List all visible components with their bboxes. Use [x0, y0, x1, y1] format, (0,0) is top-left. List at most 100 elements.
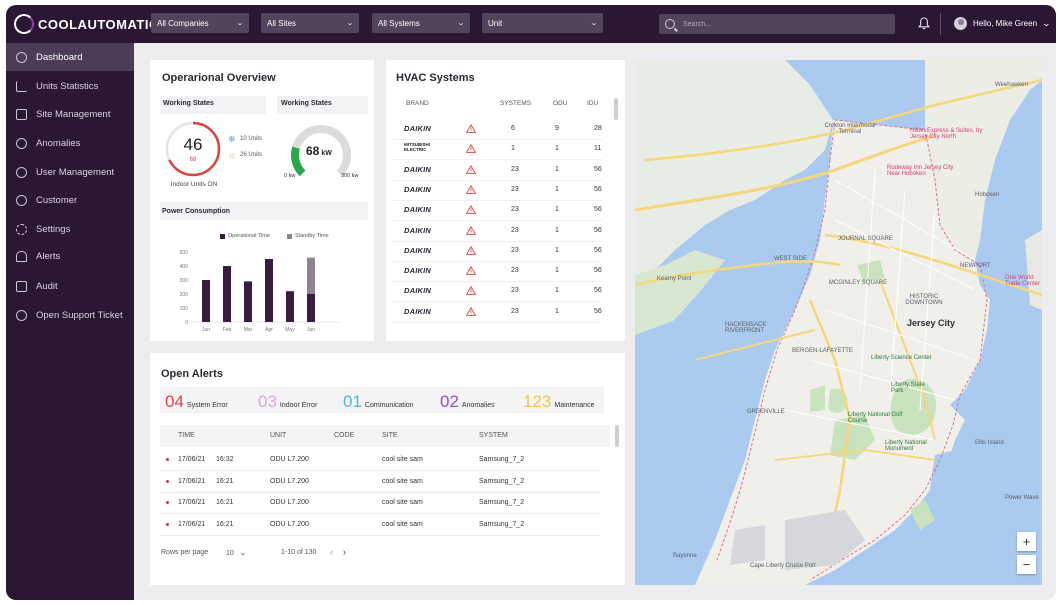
bar-operational[interactable] [307, 294, 315, 322]
hvac-row[interactable]: DAIKIN 23 1 56 [392, 303, 602, 323]
alert-summary-item[interactable]: 02 Anomalies [440, 392, 495, 412]
top-bar: COOLAUTOMATION All Companies ⌄ All Sites… [6, 5, 1056, 43]
brand-logo: DAIKIN [404, 306, 432, 316]
sidebar-item-anomalies[interactable]: Anomalies [6, 129, 134, 157]
alert-summary-item[interactable]: 04 System Error [165, 392, 228, 412]
warning-icon[interactable] [466, 124, 476, 133]
bar-operational[interactable] [265, 259, 273, 322]
sidebar-item-dashboard[interactable]: Dashboard [6, 43, 134, 71]
alerts-summary-bar [160, 387, 604, 413]
warning-icon[interactable] [466, 164, 476, 174]
alert-row[interactable]: 17/06/21 16:21 ODU L7.200 cool site sam Sams… [160, 492, 600, 515]
sidebar-item-units-statistics[interactable]: Units Statistics [6, 72, 134, 100]
row-divider [392, 240, 602, 242]
sidebar-item-alerts[interactable]: Alerts [6, 242, 134, 270]
search-icon [665, 19, 675, 29]
scrollbar[interactable] [614, 98, 618, 120]
sidebar-item-customer[interactable]: Customer [6, 186, 134, 214]
sidebar-item-site-management[interactable]: Site Management [6, 100, 134, 128]
warning-icon[interactable] [466, 184, 476, 194]
map-poi[interactable]: One World Trade Center [1005, 275, 1041, 287]
warning-icon[interactable] [466, 225, 476, 235]
bar-operational[interactable] [244, 281, 252, 322]
unit-filter[interactable]: Unit ⌄ [482, 13, 603, 33]
map-poi[interactable]: Liberty National Monument [885, 440, 927, 452]
hvac-cell-systems: 23 [511, 226, 519, 234]
chevron-down-icon: ⌄ [589, 20, 599, 27]
hvac-cell-odu: 9 [555, 125, 559, 132]
zoom-out-button[interactable]: − [1017, 555, 1036, 574]
bar-operational[interactable] [286, 291, 294, 322]
map-poi[interactable]: Hilton Express & Suites, by Jersey City … [910, 128, 983, 140]
chevron-right-icon[interactable]: › [343, 547, 346, 557]
audit-icon [16, 280, 27, 292]
rows-per-page-select[interactable]: 10 ⌄ [226, 546, 252, 560]
map[interactable]: Weehawken Croxton Intermodal Terminal Hi… [635, 60, 1042, 585]
hvac-row[interactable]: DAIKIN 23 1 56 [392, 282, 602, 303]
brand-logo: DAIKIN [404, 266, 432, 276]
scrollbar[interactable] [615, 425, 619, 447]
map-label: Hoboken [975, 192, 1000, 198]
hvac-cell-idu: 56 [594, 267, 602, 275]
hvac-cell-odu: 1 [555, 307, 559, 315]
system-filter[interactable]: All Systems ⌄ [372, 13, 470, 33]
alert-count: 04 [165, 392, 184, 411]
sidebar-item-label: Dashboard [36, 51, 83, 63]
hvac-row[interactable]: DAIKIN 6 9 28 [392, 120, 602, 140]
divider [940, 13, 941, 35]
sidebar-item-support[interactable]: Open Support Ticket [6, 301, 134, 329]
map-label: Kearny Point [657, 276, 692, 282]
hvac-row[interactable]: DAIKIN 23 1 56 [392, 201, 602, 222]
warning-icon[interactable] [466, 245, 476, 255]
warning-icon[interactable] [466, 144, 476, 154]
company-filter[interactable]: All Companies ⌄ [151, 13, 249, 33]
bell-icon[interactable] [918, 17, 930, 30]
legend-operational: Operational Time [220, 233, 270, 239]
alert-summary-item[interactable]: 03 Indoor Error [258, 392, 317, 412]
hvac-cell-odu: 1 [555, 246, 559, 254]
alert-row[interactable]: 17/06/21 16:21 ODU L7.200 cool site sam Sams… [160, 514, 600, 537]
map-poi[interactable]: Liberty National Golf Course [848, 412, 903, 424]
zoom-in-button[interactable]: + [1017, 532, 1036, 551]
bar-operational[interactable] [223, 266, 231, 322]
alert-summary-item[interactable]: 123 Maintenance [523, 392, 594, 412]
map-poi[interactable]: Liberty State Park [891, 382, 925, 394]
alert-summary-item[interactable]: 01 Communication [343, 392, 414, 412]
chevron-left-icon[interactable]: ‹ [330, 547, 333, 557]
map-poi[interactable]: Liberty Science Center [871, 355, 932, 361]
customer-icon [16, 194, 27, 206]
warning-icon[interactable] [466, 286, 476, 296]
hvac-row[interactable]: DAIKIN 23 1 56 [392, 181, 602, 201]
warning-icon[interactable] [466, 266, 476, 275]
map-label: BERGEN-LAFAYETTE [792, 348, 853, 354]
operational-overview-card: Operarional Overview Working States Work… [150, 60, 374, 341]
hvac-cell-odu: 1 [555, 226, 559, 234]
hvac-row[interactable]: MITSUBISHI ELECTRIC 1 1 11 [392, 140, 602, 161]
column-header-idu: IDU [587, 100, 599, 107]
map-poi[interactable]: Rodeway Inn Jersey City Near Hoboken [887, 165, 954, 177]
warning-icon[interactable] [466, 306, 476, 316]
sidebar-item-audit[interactable]: Audit [6, 272, 134, 300]
units-on-caption: Indoor Units ON [170, 181, 218, 188]
warning-icon[interactable] [466, 205, 476, 215]
sidebar-item-user-management[interactable]: User Management [6, 158, 134, 186]
bar-operational[interactable] [202, 280, 210, 322]
alert-cell-time: 16:21 [216, 499, 234, 507]
alert-row[interactable]: 17/06/21 16:32 ODU L7.200 cool site sam Sams… [160, 449, 600, 471]
gauge-min-label: 0 kw [284, 173, 296, 179]
search-input[interactable]: Search... [659, 14, 895, 34]
hvac-row[interactable]: DAIKIN 23 1 56 [392, 262, 602, 283]
hvac-row[interactable]: DAIKIN 23 1 56 [392, 161, 602, 181]
site-filter[interactable]: All Sites ⌄ [261, 13, 359, 33]
bar-standby[interactable] [307, 257, 315, 294]
x-tick-label: Apr [265, 327, 273, 333]
rows-per-page-value: 10 [226, 549, 234, 557]
hvac-row[interactable]: DAIKIN 23 1 56 [392, 222, 602, 242]
hvac-cell-odu: 1 [555, 267, 559, 275]
user-menu[interactable]: Hello, Mike Green ⌄ [954, 17, 1051, 30]
sidebar-item-settings[interactable]: Settings [6, 215, 134, 243]
alert-row[interactable]: 17/06/21 16:21 ODU L7.200 cool site sam Sams… [160, 471, 600, 493]
hvac-systems-card: HVAC Systems BRAND SYSTEMS ODU IDU DAIKI… [386, 60, 625, 341]
hvac-row[interactable]: DAIKIN 23 1 56 [392, 242, 602, 262]
logo[interactable]: COOLAUTOMATION [14, 13, 169, 35]
